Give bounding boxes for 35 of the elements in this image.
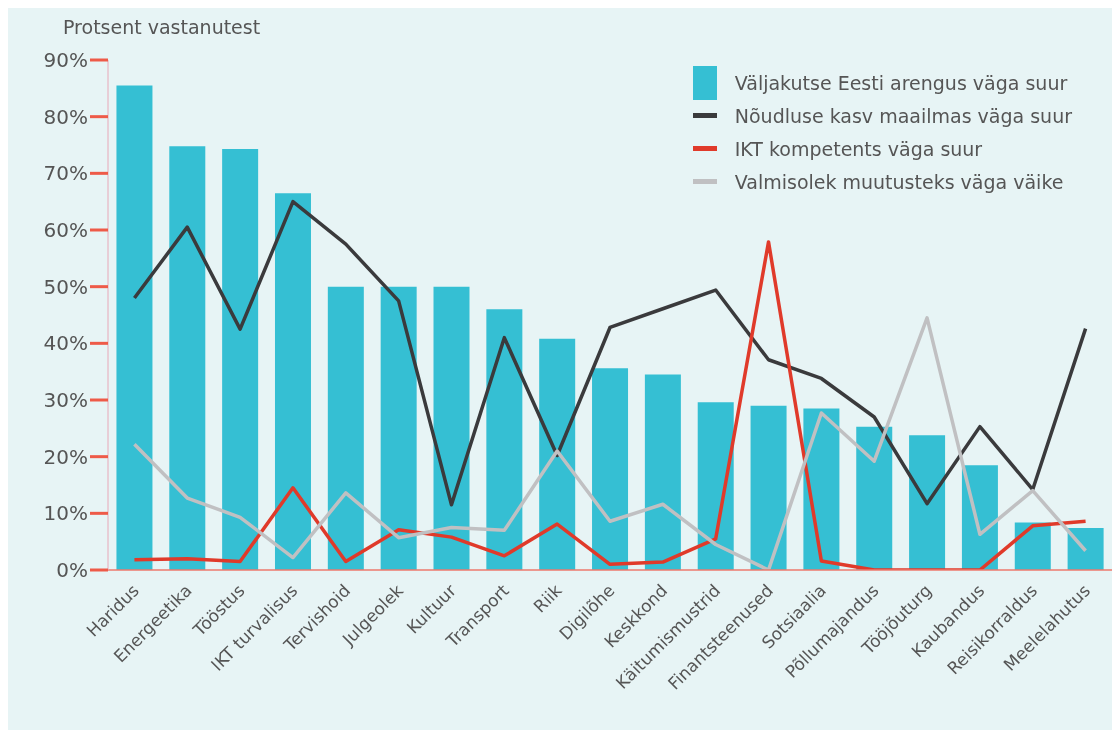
bar — [169, 146, 206, 570]
legend-label: Valmisolek muutusteks väga väike — [734, 170, 1064, 193]
bar — [222, 148, 259, 570]
y-tick-label: 40% — [43, 331, 88, 356]
y-tick-label: 70% — [43, 161, 88, 186]
y-tick-label: 80% — [43, 104, 88, 129]
bar — [856, 426, 893, 570]
bar — [592, 368, 629, 570]
bar — [644, 374, 681, 570]
line-series — [132, 199, 1088, 507]
line-series — [132, 240, 1088, 570]
bar — [1014, 522, 1051, 570]
legend-label: IKT kompetents väga suur — [734, 137, 983, 160]
legend-label: Väljakutse Eesti arengus väga suur — [734, 71, 1068, 94]
y-tick-label: 0% — [56, 558, 88, 583]
bar — [539, 338, 576, 570]
y-tick-label: 60% — [43, 218, 88, 243]
bar — [697, 402, 734, 570]
bar — [1067, 528, 1104, 570]
y-axis-title: Protsent vastanutest — [63, 16, 261, 38]
y-tick-label: 10% — [43, 501, 88, 526]
y-tick-label: 50% — [43, 274, 88, 299]
y-tick-label: 20% — [43, 444, 88, 469]
bar — [380, 286, 417, 570]
bar — [486, 309, 523, 570]
y-tick-label: 90% — [43, 48, 88, 73]
y-tick-label: 30% — [43, 388, 88, 413]
bar — [433, 286, 470, 570]
bar — [750, 405, 787, 570]
bar — [909, 435, 946, 570]
bar — [116, 85, 153, 570]
bar — [274, 193, 311, 570]
bar — [327, 286, 364, 570]
legend-label: Nõudluse kasv maailmas väga suur — [734, 104, 1072, 127]
line-series — [132, 316, 1088, 570]
